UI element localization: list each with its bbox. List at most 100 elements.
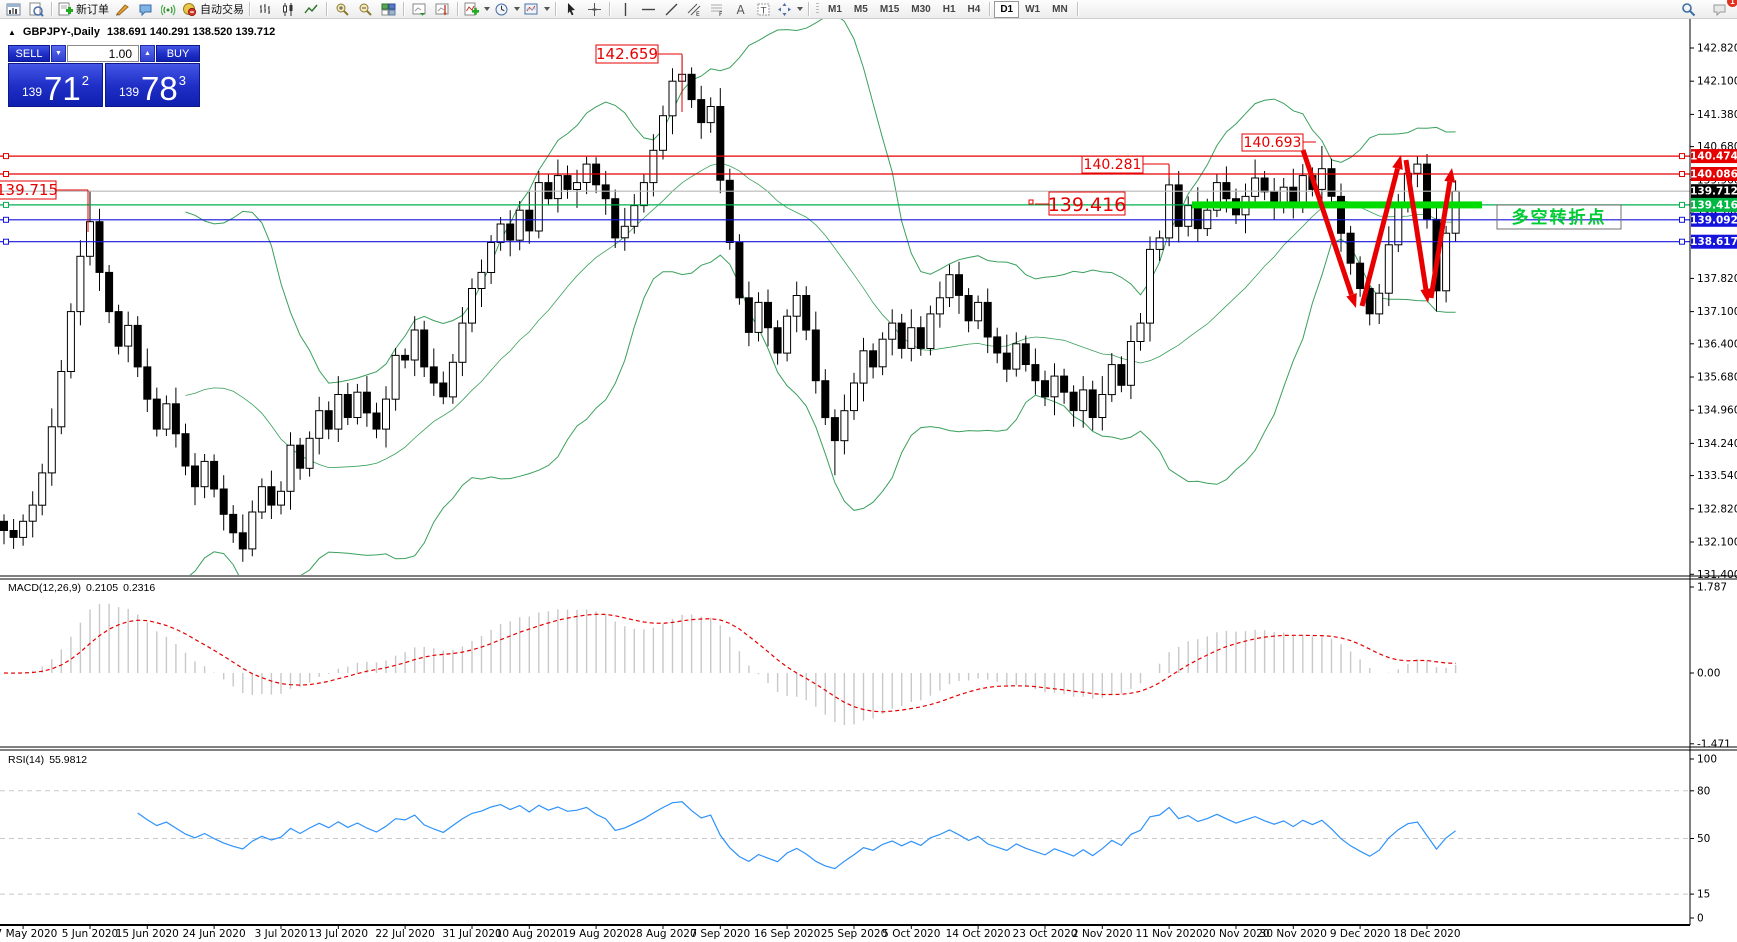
sell-price-button[interactable]: 139 71 2 <box>8 63 103 107</box>
svg-text:30 Nov 2020: 30 Nov 2020 <box>1260 928 1327 940</box>
search-icon[interactable] <box>1677 1 1700 18</box>
horizontal-line-tool[interactable] <box>637 1 660 18</box>
buy-button[interactable]: BUY <box>156 45 200 62</box>
trendline-tool[interactable] <box>660 1 683 18</box>
line-chart-icon[interactable] <box>300 1 323 18</box>
equidistant-channel-tool[interactable]: E <box>683 1 706 18</box>
indicators-dropdown[interactable] <box>462 1 492 18</box>
messenger-icon[interactable] <box>134 1 157 18</box>
svg-text:132.820: 132.820 <box>1697 503 1737 515</box>
svg-text:31 Jul 2020: 31 Jul 2020 <box>442 928 501 940</box>
templates-dropdown[interactable] <box>522 1 552 18</box>
profiles-icon[interactable] <box>25 1 48 18</box>
auto-trading-button[interactable]: 自动交易 <box>180 1 246 18</box>
svg-text:133.540: 133.540 <box>1697 470 1737 482</box>
text-tool[interactable]: A <box>729 1 752 18</box>
crosshair-tool[interactable] <box>583 1 606 18</box>
periods-dropdown[interactable] <box>492 1 522 18</box>
auto-scroll-icon[interactable] <box>408 1 431 18</box>
chart-window[interactable]: 142.659 140.281 140.693 139.416 139.715 多空转折… <box>0 19 1737 942</box>
support-zone-bar[interactable] <box>1192 201 1482 209</box>
svg-text:136.400: 136.400 <box>1697 338 1737 350</box>
rsi-line <box>137 801 1456 870</box>
collapse-chart-icon[interactable]: ▲ <box>8 27 16 37</box>
vertical-line-tool[interactable] <box>614 1 637 18</box>
timeframe-M15[interactable]: M15 <box>879 3 900 15</box>
one-click-trading-panel: SELL ▼ 1.00 ▲ BUY 139 71 2 139 78 3 <box>8 45 200 107</box>
svg-text:80: 80 <box>1697 785 1710 797</box>
zigzag-arrows[interactable] <box>1300 149 1456 308</box>
svg-text:1.787: 1.787 <box>1697 582 1727 594</box>
fibonacci-tool[interactable]: F <box>706 1 729 18</box>
svg-text:-1.471: -1.471 <box>1697 738 1731 750</box>
chevron-down-icon <box>514 7 520 11</box>
svg-text:5 Oct 2020: 5 Oct 2020 <box>882 928 940 940</box>
timeframe-M5[interactable]: M5 <box>853 3 868 15</box>
timeframe-M1[interactable]: M1 <box>828 3 842 15</box>
toolbar-separator <box>609 2 611 16</box>
svg-text:142.659: 142.659 <box>596 45 658 63</box>
bar-chart-icon[interactable] <box>254 1 277 18</box>
svg-text:22 Jul 2020: 22 Jul 2020 <box>375 928 434 940</box>
buy-price-main: 78 <box>141 69 178 107</box>
svg-text:134.240: 134.240 <box>1697 438 1737 450</box>
turning-point-label[interactable]: 多空转折点 <box>1496 204 1622 230</box>
ohlc-values: 138.691 140.291 138.520 139.712 <box>106 26 276 38</box>
chart-shift-icon[interactable] <box>431 1 454 18</box>
volume-up-button[interactable]: ▲ <box>140 45 155 62</box>
svg-text:137.100: 137.100 <box>1697 306 1737 318</box>
tile-windows-icon[interactable] <box>377 1 400 18</box>
svg-text:23 Oct 2020: 23 Oct 2020 <box>1013 928 1078 940</box>
svg-text:11 Nov 2020: 11 Nov 2020 <box>1135 928 1202 940</box>
svg-text:139.092: 139.092 <box>1690 214 1737 226</box>
price-annotations[interactable]: 142.659 140.281 140.693 139.416 139.715 <box>0 44 1316 232</box>
volume-input[interactable]: 1.00 <box>67 45 139 62</box>
sell-price-base: 139 <box>22 85 43 99</box>
timeframe-H1[interactable]: H1 <box>942 3 956 15</box>
svg-text:10 Aug 2020: 10 Aug 2020 <box>496 928 563 940</box>
svg-text:139.416: 139.416 <box>1048 194 1127 216</box>
svg-text:5 Jun 2020: 5 Jun 2020 <box>62 928 118 940</box>
svg-text:134.960: 134.960 <box>1697 405 1737 417</box>
zoom-in-icon[interactable] <box>331 1 354 18</box>
svg-text:137.820: 137.820 <box>1697 273 1737 285</box>
volume-down-button[interactable]: ▼ <box>51 45 66 62</box>
notifications-icon[interactable]: 1 <box>1708 0 1737 18</box>
svg-text:E: E <box>696 11 700 17</box>
signals-icon[interactable] <box>157 1 180 18</box>
timeframe-D1[interactable]: D1 <box>994 0 1020 18</box>
sell-price-main: 71 <box>44 69 81 107</box>
svg-text:142.820: 142.820 <box>1697 43 1737 55</box>
svg-text:142.100: 142.100 <box>1697 76 1737 88</box>
svg-text:15 Jun 2020: 15 Jun 2020 <box>116 928 179 940</box>
buy-price-base: 139 <box>119 85 140 99</box>
svg-text:25 Sep 2020: 25 Sep 2020 <box>821 928 888 940</box>
crayon-icon[interactable] <box>111 1 134 18</box>
svg-text:140.693: 140.693 <box>1244 135 1302 151</box>
cursor-tool[interactable] <box>560 1 583 18</box>
timeframe-W1[interactable]: W1 <box>1025 3 1041 15</box>
timeframe-MN[interactable]: MN <box>1052 3 1068 15</box>
timeframe-M30[interactable]: M30 <box>911 3 931 15</box>
buy-price-button[interactable]: 139 78 3 <box>105 63 200 107</box>
chart-canvas[interactable]: 142.659 140.281 140.693 139.416 139.715 多空转折… <box>0 19 1737 942</box>
svg-text:20 Nov 2020: 20 Nov 2020 <box>1202 928 1269 940</box>
zoom-out-icon[interactable] <box>354 1 377 18</box>
svg-text:50: 50 <box>1697 833 1710 845</box>
new-order-button[interactable]: 新订单 <box>56 1 111 18</box>
panel-separators[interactable] <box>0 575 1737 751</box>
svg-text:132.100: 132.100 <box>1697 537 1737 549</box>
candlestick-chart-icon[interactable] <box>277 1 300 18</box>
toolbar-separator <box>555 2 557 16</box>
charts-window-icon[interactable] <box>2 1 25 18</box>
svg-text:18 Dec 2020: 18 Dec 2020 <box>1393 928 1460 940</box>
text-label-tool[interactable]: T <box>752 1 775 18</box>
arrows-dropdown[interactable] <box>775 1 805 18</box>
candlesticks <box>0 55 1460 562</box>
sell-button[interactable]: SELL <box>8 45 50 62</box>
svg-text:100: 100 <box>1697 754 1717 766</box>
svg-text:9 Dec 2020: 9 Dec 2020 <box>1330 928 1390 940</box>
bollinger-bands <box>185 19 1456 575</box>
timeframe-H4[interactable]: H4 <box>967 3 981 15</box>
